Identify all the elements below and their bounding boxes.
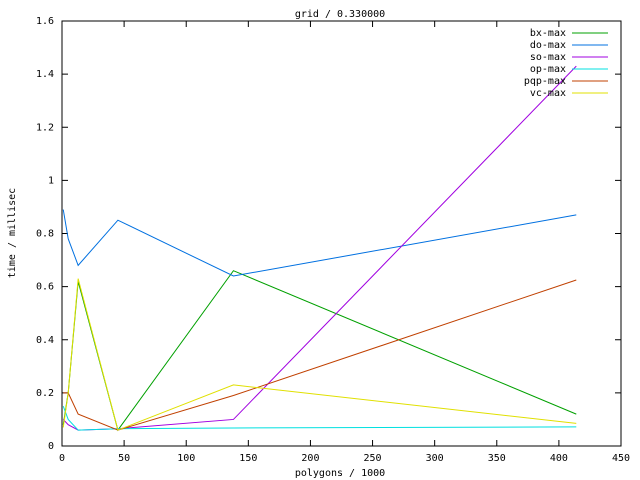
- x-tick-label: 100: [177, 453, 195, 464]
- x-tick-label: 350: [488, 453, 506, 464]
- series-line: [62, 278, 577, 431]
- y-tick-label: 1.6: [36, 16, 54, 27]
- series-line: [62, 405, 577, 431]
- legend-label: pqp-max: [524, 76, 566, 87]
- legend-label: vc-max: [530, 88, 566, 99]
- y-tick-label: 1: [48, 175, 54, 186]
- y-tick-label: 1.2: [36, 122, 54, 133]
- y-tick-label: 0.8: [36, 229, 54, 240]
- x-tick-label: 250: [364, 453, 382, 464]
- legend-label: bx-max: [530, 28, 566, 39]
- x-tick-label: 300: [426, 453, 444, 464]
- x-tick-label: 0: [59, 453, 65, 464]
- legend-label: do-max: [530, 40, 566, 51]
- x-tick-label: 450: [612, 453, 630, 464]
- x-tick-label: 150: [239, 453, 257, 464]
- series-line: [62, 209, 577, 277]
- y-tick-label: 0: [48, 441, 54, 452]
- y-axis-label: time / millisec: [7, 188, 18, 278]
- series-line: [63, 279, 577, 431]
- legend-label: op-max: [530, 64, 566, 75]
- x-tick-label: 50: [118, 453, 130, 464]
- chart-title: grid / 0.330000: [295, 9, 385, 20]
- x-tick-label: 400: [550, 453, 568, 464]
- y-tick-label: 1.4: [36, 69, 54, 80]
- x-tick-label: 200: [301, 453, 319, 464]
- y-tick-label: 0.2: [36, 388, 54, 399]
- y-tick-label: 0.6: [36, 282, 54, 293]
- x-axis-label: polygons / 1000: [295, 468, 385, 479]
- y-tick-label: 0.4: [36, 335, 54, 346]
- legend-label: so-max: [530, 52, 566, 63]
